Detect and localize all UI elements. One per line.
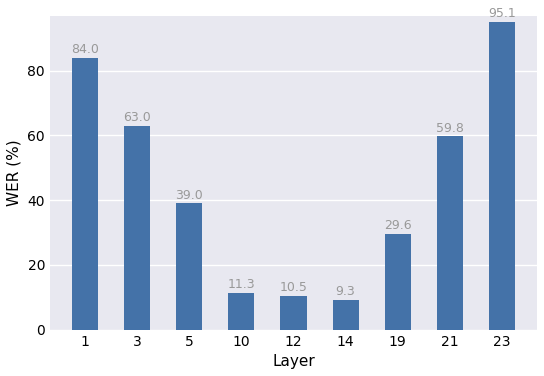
Text: 63.0: 63.0 xyxy=(123,111,151,124)
Bar xyxy=(281,296,307,330)
Bar xyxy=(176,203,202,330)
X-axis label: Layer: Layer xyxy=(272,354,315,369)
Text: 9.3: 9.3 xyxy=(336,285,355,298)
Text: 84.0: 84.0 xyxy=(71,43,99,56)
Bar xyxy=(385,234,411,330)
Bar xyxy=(437,136,463,330)
Text: 95.1: 95.1 xyxy=(488,7,516,20)
Bar xyxy=(332,300,358,330)
Bar xyxy=(228,293,255,330)
Y-axis label: WER (%): WER (%) xyxy=(7,139,22,206)
Text: 10.5: 10.5 xyxy=(280,281,307,294)
Text: 39.0: 39.0 xyxy=(176,189,203,202)
Bar xyxy=(124,126,150,330)
Text: 11.3: 11.3 xyxy=(227,279,255,291)
Text: 29.6: 29.6 xyxy=(384,219,411,232)
Bar xyxy=(72,58,98,330)
Text: 59.8: 59.8 xyxy=(436,121,463,135)
Bar xyxy=(489,22,515,330)
